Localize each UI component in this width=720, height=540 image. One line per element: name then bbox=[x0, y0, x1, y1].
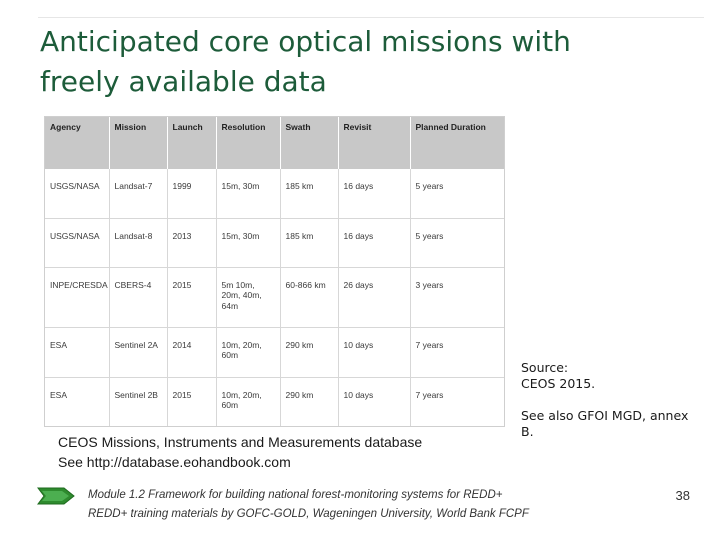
missions-table: Agency Mission Launch Resolution Swath R… bbox=[45, 117, 504, 426]
cell-revisit: 26 days bbox=[338, 267, 411, 328]
page-number: 38 bbox=[675, 488, 690, 503]
cell-mission: Landsat-8 bbox=[109, 218, 168, 268]
footer-text: Module 1.2 Framework for building nation… bbox=[88, 486, 608, 524]
database-note-link[interactable]: See http://database.eohandbook.com bbox=[58, 454, 291, 470]
cell-duration: 7 years bbox=[410, 327, 504, 378]
cell-resolution: 15m, 30m bbox=[216, 169, 281, 219]
header-agency: Agency bbox=[45, 117, 110, 169]
header-resolution: Resolution bbox=[216, 117, 281, 169]
cell-revisit: 10 days bbox=[338, 327, 411, 378]
cell-mission: Sentinel 2A bbox=[109, 327, 168, 378]
cell-revisit: 16 days bbox=[338, 218, 411, 268]
source-citation: CEOS 2015. bbox=[521, 376, 596, 391]
cell-agency: ESA bbox=[45, 327, 110, 378]
cell-resolution: 5m 10m, 20m, 40m, 64m bbox=[216, 267, 281, 328]
cell-swath: 290 km bbox=[280, 327, 339, 378]
table-row: ESA Sentinel 2A 2014 10m, 20m, 60m 290 k… bbox=[45, 327, 504, 378]
cell-mission: Landsat-7 bbox=[109, 169, 168, 219]
cell-launch: 2015 bbox=[167, 377, 217, 426]
source-note: Source: CEOS 2015. See also GFOI MGD, an… bbox=[521, 360, 701, 456]
table-row: ESA Sentinel 2B 2015 10m, 20m, 60m 290 k… bbox=[45, 377, 504, 426]
cell-swath: 185 km bbox=[280, 169, 339, 219]
cell-revisit: 10 days bbox=[338, 377, 411, 426]
cell-swath: 185 km bbox=[280, 218, 339, 268]
cell-duration: 5 years bbox=[410, 218, 504, 268]
missions-table-image: Agency Mission Launch Resolution Swath R… bbox=[44, 116, 505, 427]
footer-line-2: REDD+ training materials by GOFC-GOLD, W… bbox=[88, 508, 529, 520]
cell-mission: Sentinel 2B bbox=[109, 377, 168, 426]
table-header-row: Agency Mission Launch Resolution Swath R… bbox=[45, 117, 504, 169]
cell-swath: 60-866 km bbox=[280, 267, 339, 328]
cell-launch: 2015 bbox=[167, 267, 217, 328]
cell-duration: 7 years bbox=[415, 389, 444, 400]
table-row: USGS/NASA Landsat-8 2013 15m, 30m 185 km… bbox=[45, 218, 504, 268]
source-label: Source: bbox=[521, 360, 569, 375]
header-launch: Launch bbox=[167, 117, 217, 169]
cell-revisit: 16 days bbox=[338, 169, 411, 219]
title-line-1: Anticipated core optical missions with bbox=[40, 25, 571, 58]
cell-launch: 2014 bbox=[167, 327, 217, 378]
cell-resolution: 10m, 20m, 60m bbox=[216, 327, 281, 378]
cell-agency: ESA bbox=[45, 377, 110, 426]
table-row: INPE/CRESDA CBERS-4 2015 5m 10m, 20m, 40… bbox=[45, 267, 504, 328]
header-swath: Swath bbox=[280, 117, 339, 169]
cell-swath: 290 km bbox=[280, 377, 339, 426]
cell-duration: 3 years bbox=[410, 267, 504, 328]
cell-resolution: 10m, 20m, 60m bbox=[216, 377, 281, 426]
footer-line-1: Module 1.2 Framework for building nation… bbox=[88, 489, 503, 501]
cell-duration: 5 years bbox=[410, 169, 504, 219]
database-note-line-1: CEOS Missions, Instruments and Measureme… bbox=[58, 434, 423, 450]
slide-title: Anticipated core optical missions with f… bbox=[40, 22, 680, 102]
database-note: CEOS Missions, Instruments and Measureme… bbox=[58, 432, 498, 472]
cell-resolution: 15m, 30m bbox=[216, 218, 281, 268]
title-line-2: freely available data bbox=[40, 65, 327, 98]
cell-launch: 2013 bbox=[167, 218, 217, 268]
cell-launch: 1999 bbox=[167, 169, 217, 219]
header-mission: Mission bbox=[109, 117, 168, 169]
cell-mission: CBERS-4 bbox=[109, 267, 168, 328]
cell-agency: USGS/NASA bbox=[45, 169, 110, 219]
see-also-note: See also GFOI MGD, annex B. bbox=[521, 408, 689, 439]
cell-agency: USGS/NASA bbox=[45, 218, 110, 268]
header-revisit: Revisit bbox=[338, 117, 411, 169]
top-divider bbox=[38, 17, 704, 18]
green-arrow-icon bbox=[37, 487, 75, 505]
cell-agency: INPE/CRESDA bbox=[45, 267, 110, 328]
table-row: USGS/NASA Landsat-7 1999 15m, 30m 185 km… bbox=[45, 169, 504, 219]
header-planned-duration: Planned Duration bbox=[410, 117, 504, 169]
